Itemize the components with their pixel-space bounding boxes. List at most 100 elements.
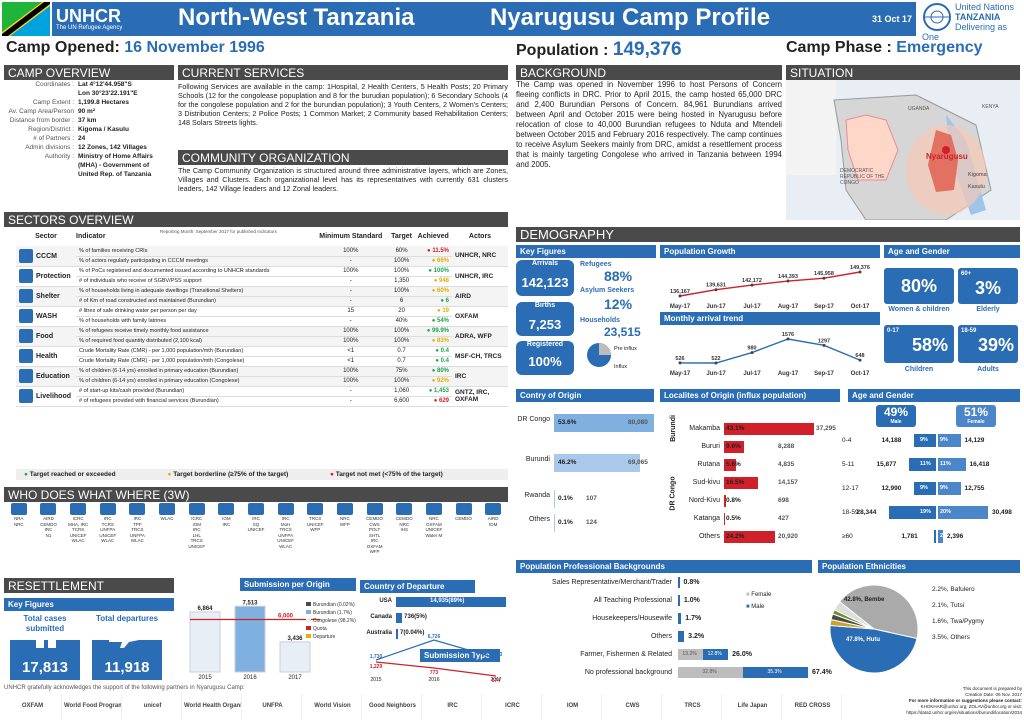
- series-b-label: 773: [430, 670, 439, 676]
- 3w-actor: WFP: [310, 527, 321, 532]
- 3w-actor: IRC: [281, 516, 290, 521]
- origin-country: Burundi: [525, 456, 550, 463]
- overview-value: 12 Zones, 142 Villages: [78, 144, 147, 151]
- sectors-header: Indicator: [76, 232, 106, 240]
- population-total: Population : 149,376: [516, 39, 682, 60]
- 3w-actor: UNFPA: [278, 532, 294, 538]
- households-value: 23,515: [604, 325, 641, 339]
- overview-key: Region/District :: [28, 126, 74, 133]
- achieved-value: 99.9%: [431, 328, 449, 334]
- localite-pct: 0.8%: [726, 497, 741, 504]
- localite-name: Katanga: [693, 515, 720, 522]
- 3w-actor: WLAC: [130, 538, 144, 543]
- 3w-icon: [425, 503, 442, 515]
- page-header: UNHCR The UN Refugee Agency North-West Ta…: [0, 0, 1024, 42]
- map-label-kigoma: Kigoma: [968, 172, 987, 178]
- pyramid-row: 5-11 11% 11% 15,877 16,418: [840, 456, 1022, 474]
- departure-row: USA 14,935(89%): [360, 595, 508, 609]
- data-point: [822, 343, 826, 347]
- overview-row: Authority : Ministry of Home Affairs: [4, 152, 174, 161]
- 3w-actor: ICRC: [72, 516, 84, 521]
- 3w-actor: TCRS: [101, 521, 114, 527]
- total-cases-label: Total cases submitted: [23, 614, 67, 633]
- profession-name: Farmer, Fishermen & Related: [580, 651, 672, 658]
- female-count: 30,498: [992, 509, 1012, 516]
- 3w-actor: WFP: [339, 521, 350, 527]
- localite-name: Rutana: [697, 461, 720, 468]
- 3w-column: AIRD CEMDO IRC N1: [34, 503, 64, 569]
- male-pct: 9%: [920, 485, 928, 491]
- 3w-actor: MHA, IRC: [67, 521, 89, 527]
- male-bar: [913, 434, 936, 447]
- min-standard: -: [312, 316, 389, 327]
- data-point: [678, 294, 682, 298]
- people-icon: [36, 631, 56, 648]
- status-dot: ●: [433, 278, 439, 284]
- sectors-header: Achieved: [417, 232, 449, 240]
- sectors-table: Sector Indicator Minimum Standard Target Ach…: [16, 226, 508, 407]
- status-dot: ●: [431, 258, 437, 264]
- achieved-value: 19: [442, 308, 449, 314]
- achieved: ● 99.9%: [414, 326, 452, 337]
- actors: UNHCR, NRC: [452, 246, 508, 267]
- localite-bar: [724, 477, 759, 489]
- un-emblem-icon: [923, 3, 951, 31]
- overview-row: # of Partners : 24: [4, 134, 174, 143]
- population-growth-title: Population Growth: [660, 245, 880, 258]
- 3w-icon: [277, 503, 294, 515]
- departure-bar: [396, 597, 506, 607]
- target: 6,600: [388, 396, 415, 407]
- status-dot: ●: [431, 378, 437, 384]
- 3w-actor: NRC: [399, 521, 410, 527]
- male-bar: [703, 649, 729, 660]
- 3w-actor: WLAC: [279, 543, 293, 549]
- localite-name: Others: [698, 533, 720, 540]
- origin-row: DR Congo 53.6% 80,080: [516, 414, 656, 440]
- indicator: # litres of safe drinking water per pers…: [76, 306, 313, 317]
- 3w-column: IRC MoH TRCS UNFPA UNICEF WLAC: [271, 503, 301, 569]
- 3w-actor: NRA: [14, 516, 24, 521]
- 3w-actor: IRC: [133, 516, 142, 521]
- table-row: Education % of children (6-14 yrs) enroll…: [16, 366, 508, 387]
- professional-row: Housekeepers/Housewife 1.7%: [516, 612, 816, 626]
- series-b-label: 574: [492, 678, 501, 682]
- partner-logo: World Food Programme: [64, 694, 122, 720]
- 3w-actor: TRCS: [190, 538, 203, 543]
- influx-pie: [587, 343, 611, 367]
- male-bar: [908, 458, 936, 471]
- 3w-actor: OXFAM: [425, 521, 442, 527]
- x-tick-label: 2016: [243, 675, 257, 680]
- achieved: ● 0.4: [414, 346, 452, 357]
- target: 40%: [388, 316, 415, 327]
- overview-key: Camp Extent :: [32, 99, 74, 106]
- asylum-label: Asylum Seekers: [580, 287, 635, 294]
- legend-swatch: [306, 602, 311, 606]
- total-departures-label: Total departures: [95, 614, 159, 623]
- x-tick-label: May-17: [670, 371, 691, 377]
- overview-row: Camp Extent : 1,199.8 Hectares: [4, 98, 174, 107]
- 3w-actor: ICRC: [191, 516, 203, 521]
- origin-bar: [554, 490, 555, 508]
- achieved-value: 100%: [433, 268, 449, 274]
- data-point: [714, 361, 718, 365]
- origin-country: DR Congo: [517, 416, 550, 423]
- localite-count: 14,157: [778, 479, 798, 486]
- children-box: 0-17 58%: [884, 325, 954, 363]
- table-row: % of actors regularly participating in C…: [16, 256, 508, 267]
- tanzania-map-icon: [786, 80, 992, 220]
- achieved: ● 1,453: [414, 386, 452, 397]
- data-point: [750, 283, 754, 287]
- total-cases-value: 17,813: [10, 640, 80, 680]
- origin-pct: 46.2%: [558, 459, 577, 466]
- target: 100%: [388, 286, 415, 297]
- indicator: % of children (6-14 yrs) enrolled in pri…: [76, 376, 313, 387]
- page-title-region: North-West Tanzania: [178, 4, 415, 31]
- departure-row: Canada 736(5%): [360, 611, 508, 625]
- who-does-what-grid: NRA NRC AIRD CEMDO IRC N1 ICRC MHA, IRC TCRS UNIC…: [4, 503, 508, 569]
- localite-row: Others 24.2% 20,920: [674, 530, 844, 546]
- 3w-column: IRC TCRS UNFPA UNICEF WLAC: [93, 503, 123, 569]
- profession-name: No professional background: [584, 669, 672, 676]
- partner-logo: World Health Organization: [184, 694, 242, 720]
- sector-label: Shelter: [36, 292, 60, 300]
- achieved-value: 54%: [436, 318, 449, 324]
